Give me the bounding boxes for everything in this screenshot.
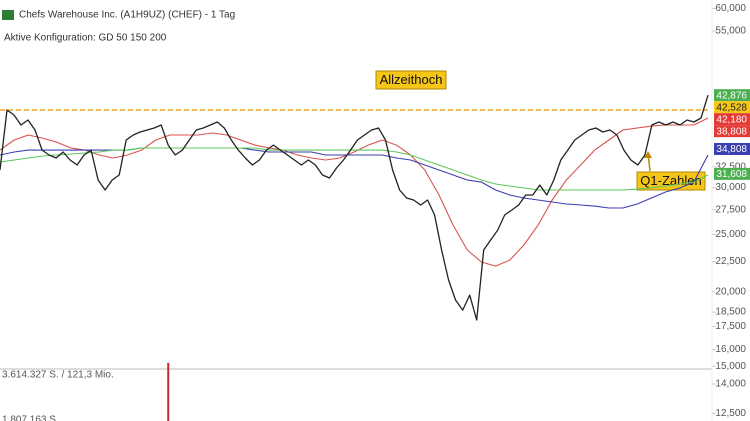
chart-subtitle: Aktive Konfiguration: GD 50 150 200 <box>4 33 167 44</box>
volume-label: 1.807.163 S. <box>2 415 59 421</box>
y-tick-label: 16,000 <box>715 344 746 355</box>
chart-title: Chefs Warehouse Inc. (A1H9UZ) (CHEF) - 1… <box>19 10 235 21</box>
moving-average-line <box>0 147 709 191</box>
price-label-box <box>714 113 750 126</box>
price-label: 38,808 <box>716 126 747 137</box>
y-tick-label: 14,000 <box>715 379 746 390</box>
price-label-box <box>714 101 750 114</box>
y-tick-label: 12,500 <box>715 408 746 419</box>
y-tick-label: 25,000 <box>715 229 746 240</box>
moving-average-line <box>0 117 709 267</box>
y-tick-label: 55,000 <box>715 26 746 37</box>
y-tick-label: 17,500 <box>715 321 746 332</box>
price-label-box <box>714 89 750 102</box>
price-line <box>0 95 709 321</box>
price-label: 42,876 <box>716 90 747 101</box>
y-tick-label: 60,000 <box>715 3 746 14</box>
y-tick-label: 27,500 <box>715 204 746 215</box>
price-label-box <box>714 167 750 180</box>
annotation: Allzeithoch <box>380 72 443 87</box>
chart-icon <box>2 10 14 20</box>
price-label: 31,608 <box>716 169 747 180</box>
volume-label: 3.614.327 S. / 121,3 Mio. <box>2 370 114 381</box>
y-tick-label: 32,500 <box>715 161 746 172</box>
price-label: 42,180 <box>716 114 747 125</box>
y-tick-label: 15,000 <box>715 361 746 372</box>
annotation: Q1-Zahlen <box>640 173 701 188</box>
y-tick-label: 30,000 <box>715 182 746 193</box>
annotation-box <box>375 70 447 90</box>
volume-bar <box>167 362 170 421</box>
price-label: 42,528 <box>716 102 747 113</box>
y-tick-label: 22,500 <box>715 256 746 267</box>
price-label-box <box>714 142 750 155</box>
y-tick-label: 20,000 <box>715 287 746 298</box>
price-label-box <box>714 125 750 138</box>
y-tick-label: 18,500 <box>715 307 746 318</box>
price-label: 34,808 <box>716 144 747 155</box>
annotation-arrowhead <box>644 151 652 158</box>
